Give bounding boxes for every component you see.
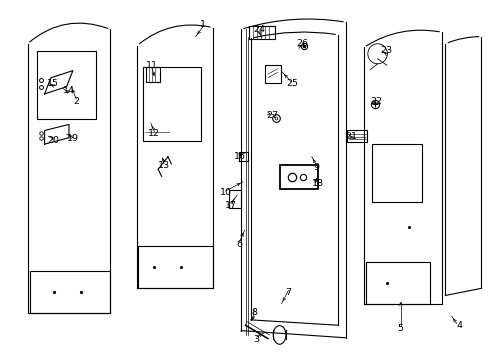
Text: 1: 1 [200, 19, 205, 28]
Text: 21: 21 [345, 132, 357, 141]
Text: 6: 6 [236, 240, 242, 249]
Bar [138, 246, 212, 288]
Text: 4: 4 [455, 321, 461, 330]
Bar [371, 144, 421, 202]
Text: 8: 8 [251, 308, 257, 317]
Text: 27: 27 [266, 111, 278, 120]
Text: 7: 7 [285, 288, 291, 297]
Text: 12: 12 [148, 129, 160, 138]
Bar [346, 130, 366, 141]
Text: 10: 10 [220, 188, 231, 197]
Text: 22: 22 [369, 96, 382, 105]
Bar [30, 271, 110, 313]
Text: 17: 17 [225, 201, 237, 210]
Text: 3: 3 [253, 335, 259, 344]
Bar [146, 67, 159, 82]
Bar [249, 26, 274, 40]
Text: 15: 15 [47, 79, 59, 88]
Text: 26: 26 [295, 39, 307, 48]
Bar [143, 67, 200, 140]
Text: 18: 18 [311, 179, 323, 188]
Text: 25: 25 [285, 79, 298, 88]
Text: 5: 5 [397, 324, 403, 333]
Text: 13: 13 [158, 161, 170, 170]
Text: 20: 20 [47, 136, 59, 145]
Text: 23: 23 [379, 46, 391, 55]
Text: 11: 11 [145, 61, 158, 70]
Text: 16: 16 [233, 152, 245, 161]
Bar [366, 262, 429, 304]
Bar [37, 51, 96, 119]
Text: 9: 9 [313, 163, 319, 172]
Text: 2: 2 [73, 96, 79, 105]
Text: 14: 14 [63, 86, 75, 95]
Bar [264, 65, 280, 83]
Bar [280, 165, 318, 189]
Text: 24: 24 [253, 25, 264, 34]
Text: 19: 19 [67, 134, 79, 143]
